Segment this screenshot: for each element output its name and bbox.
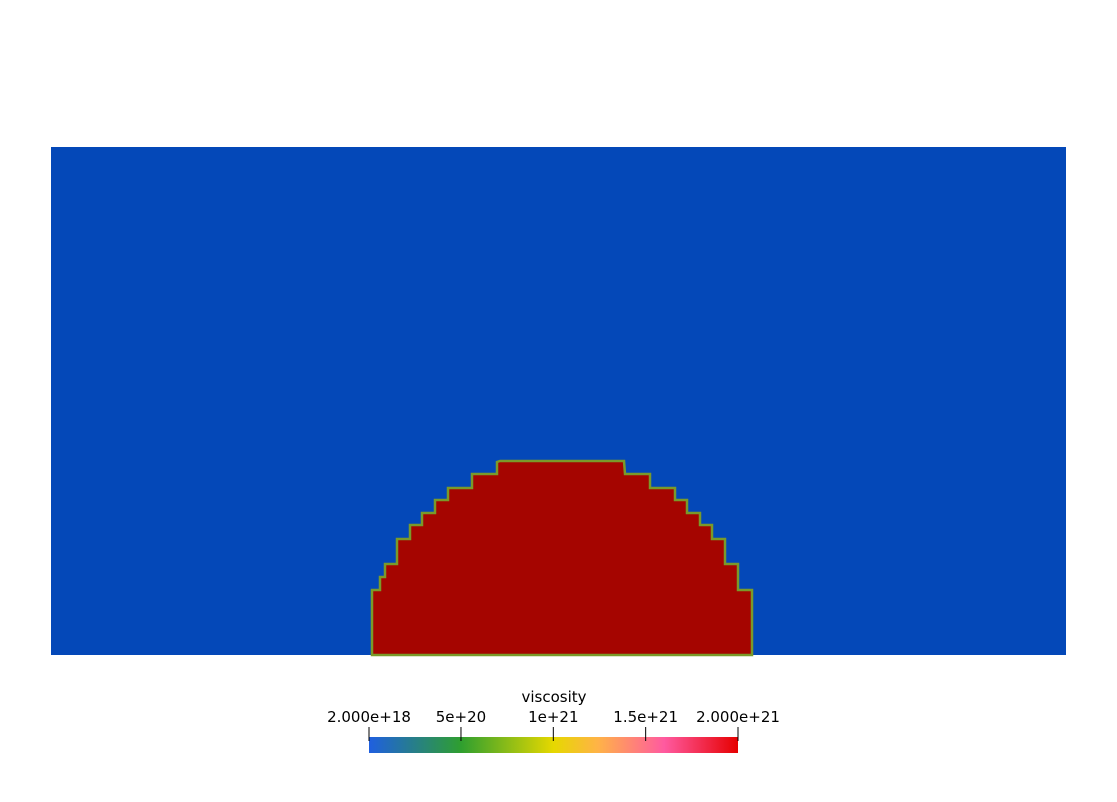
colorbar-tick-label: 1.5e+21	[613, 708, 678, 726]
dense-inclusion	[370, 459, 754, 657]
colorbar-tick-label: 2.000e+18	[327, 708, 411, 726]
colorbar-ticks: 2.000e+18 5e+20 1e+21 1.5e+21 2.000e+21	[327, 708, 780, 741]
colorbar-title: viscosity	[521, 688, 586, 706]
colorbar-tick-label: 5e+20	[436, 708, 486, 726]
colorbar-tick-label: 2.000e+21	[696, 708, 780, 726]
colorbar: viscosity 2.000e+18 5e+20 1e+21 1.5e+21 2.00…	[327, 688, 780, 753]
colorbar-tick-label: 1e+21	[528, 708, 578, 726]
